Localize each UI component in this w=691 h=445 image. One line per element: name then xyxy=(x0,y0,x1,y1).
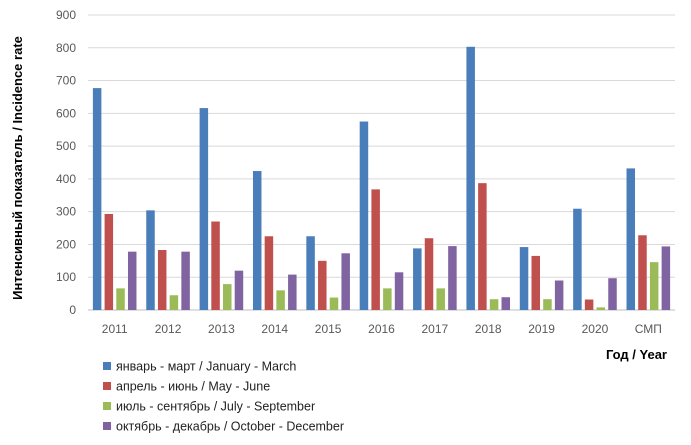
bar xyxy=(626,168,636,310)
y-tick-label: 900 xyxy=(56,8,76,22)
bar xyxy=(394,272,404,310)
bar xyxy=(413,248,422,310)
bar xyxy=(359,121,369,311)
bar xyxy=(489,299,499,310)
x-tick-label: 2013 xyxy=(208,322,235,336)
bars xyxy=(92,46,671,311)
bar xyxy=(371,189,380,310)
bar xyxy=(501,297,511,310)
bar xyxy=(596,307,606,310)
x-tick-label: 2014 xyxy=(261,322,288,336)
bar xyxy=(554,280,564,310)
bar xyxy=(638,235,647,310)
y-tick-label: 500 xyxy=(56,139,76,153)
x-axis-title: Год / Year xyxy=(606,347,667,362)
bar xyxy=(436,288,445,310)
y-tick-label: 700 xyxy=(56,74,76,88)
legend-label: январь - март / January - March xyxy=(116,360,296,374)
bar xyxy=(531,255,540,310)
bar xyxy=(146,210,155,310)
y-tick-label: 600 xyxy=(56,106,76,120)
x-tick-label: 2017 xyxy=(422,322,449,336)
y-tick-label: 400 xyxy=(56,172,76,186)
x-tick-label: 2018 xyxy=(475,322,502,336)
x-tick-label: 2011 xyxy=(102,322,128,336)
legend-label: июль - сентябрь / July - September xyxy=(116,400,315,414)
bar xyxy=(264,236,274,310)
bar xyxy=(127,251,137,310)
gridlines xyxy=(88,14,675,311)
bar xyxy=(584,299,594,310)
bar xyxy=(424,238,434,310)
bar xyxy=(252,171,262,310)
bar xyxy=(448,246,457,310)
bar xyxy=(478,183,487,310)
bar xyxy=(466,46,475,311)
bar xyxy=(181,251,190,310)
y-tick-label: 100 xyxy=(56,270,76,284)
bar xyxy=(329,297,339,310)
bar xyxy=(318,260,327,310)
bar xyxy=(223,284,232,310)
bar xyxy=(92,88,102,310)
bar xyxy=(608,278,617,310)
x-tick-label: СМП xyxy=(635,322,662,336)
y-tick-label: 200 xyxy=(56,237,76,251)
bar xyxy=(157,250,167,310)
bar xyxy=(543,299,552,310)
bar xyxy=(383,288,392,310)
bar xyxy=(211,221,220,310)
bar xyxy=(649,262,659,310)
x-tick-label: 2019 xyxy=(528,322,555,336)
bar xyxy=(661,246,671,310)
x-tick-label: 2016 xyxy=(368,322,395,336)
y-tick-label: 0 xyxy=(69,303,76,317)
legend-label: октябрь - декабрь / October - December xyxy=(116,420,344,434)
bar xyxy=(573,208,582,310)
legend-swatch xyxy=(103,362,111,370)
y-tick-label: 800 xyxy=(56,41,76,55)
x-tick-label: 2012 xyxy=(155,322,182,336)
bar xyxy=(234,270,244,310)
bar xyxy=(104,213,114,310)
legend-swatch xyxy=(103,402,111,410)
legend-swatch xyxy=(103,382,111,390)
bar xyxy=(276,290,285,310)
y-axis-title: Интенсивный показатель / Incidence rate xyxy=(10,36,25,300)
legend-swatch xyxy=(103,422,111,430)
x-tick-label: 2015 xyxy=(315,322,342,336)
bar xyxy=(169,295,179,310)
bar xyxy=(341,253,350,310)
legend-label: апрель - июнь / May - June xyxy=(116,380,270,394)
bar xyxy=(519,247,529,310)
legend: январь - март / January - March апрель - … xyxy=(103,360,344,434)
y-tick-label: 300 xyxy=(56,205,76,219)
bar xyxy=(116,288,125,310)
x-axis-ticks: 2011 2012 2013 2014 2015 2016 2017 2018 2019 2020… xyxy=(102,322,662,336)
bar xyxy=(288,274,297,310)
bar xyxy=(306,236,315,310)
x-tick-label: 2020 xyxy=(582,322,609,336)
y-axis-ticks: 0 100 200 300 400 500 600 700 800 900 xyxy=(56,8,76,317)
bar xyxy=(199,108,209,310)
